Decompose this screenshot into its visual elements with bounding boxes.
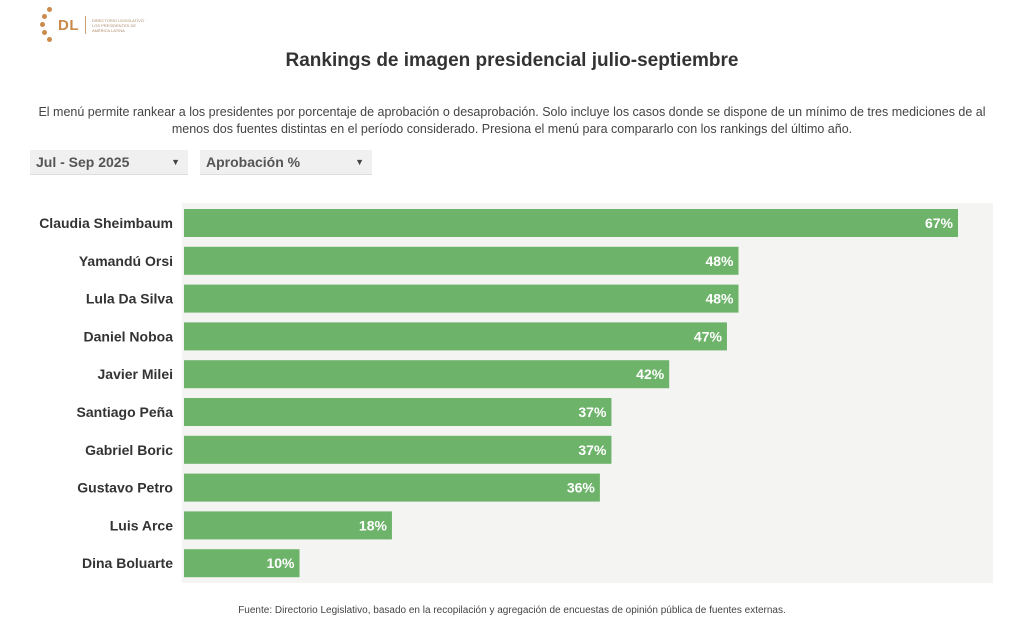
logo-divider bbox=[85, 16, 86, 34]
data-label: 47% bbox=[694, 328, 723, 344]
category-label: Gustavo Petro bbox=[77, 480, 173, 496]
source-footer: Fuente: Directorio Legislativo, basado e… bbox=[238, 605, 786, 616]
data-label: 42% bbox=[636, 366, 665, 382]
logo-dots-icon bbox=[38, 5, 60, 45]
data-label: 37% bbox=[578, 442, 607, 458]
bar[interactable] bbox=[184, 322, 727, 351]
data-label: 10% bbox=[266, 555, 295, 571]
data-label: 48% bbox=[705, 291, 734, 307]
data-label: 36% bbox=[567, 480, 596, 496]
category-label: Claudia Sheimbaum bbox=[39, 215, 173, 231]
metric-dropdown[interactable]: Aprobación % ▼ bbox=[200, 150, 372, 175]
logo-text: DL bbox=[58, 16, 79, 34]
bar[interactable] bbox=[184, 473, 600, 502]
category-label: Daniel Noboa bbox=[84, 328, 174, 344]
bar[interactable] bbox=[184, 360, 670, 389]
category-label: Yamandú Orsi bbox=[79, 253, 173, 269]
logo-subtitle: Directorio Legislativo · Los presidentes… bbox=[92, 17, 147, 33]
category-label: Luis Arce bbox=[110, 517, 173, 533]
category-label: Dina Boluarte bbox=[82, 555, 173, 571]
metric-dropdown-value: Aprobación % bbox=[206, 154, 301, 170]
bar[interactable] bbox=[184, 511, 392, 540]
bar[interactable] bbox=[184, 435, 612, 464]
caret-down-icon: ▼ bbox=[355, 157, 364, 167]
bar[interactable] bbox=[184, 284, 739, 313]
category-label: Gabriel Boric bbox=[85, 442, 173, 458]
period-dropdown[interactable]: Jul - Sep 2025 ▼ bbox=[30, 150, 188, 175]
bar[interactable] bbox=[184, 209, 958, 237]
data-label: 37% bbox=[578, 404, 607, 420]
bar[interactable] bbox=[184, 398, 612, 426]
data-label: 67% bbox=[925, 215, 954, 231]
period-dropdown-value: Jul - Sep 2025 bbox=[36, 154, 130, 170]
data-label: 18% bbox=[359, 517, 388, 533]
category-label: Santiago Peña bbox=[77, 404, 174, 420]
description: El menú permite rankear a los presidente… bbox=[38, 105, 986, 136]
page-title: Rankings de imagen presidencial julio-se… bbox=[285, 50, 739, 71]
bar[interactable] bbox=[184, 549, 300, 578]
category-label: Lula Da Silva bbox=[86, 291, 173, 307]
data-label: 48% bbox=[705, 253, 734, 269]
category-label: Javier Milei bbox=[98, 366, 174, 382]
bar[interactable] bbox=[184, 246, 739, 275]
caret-down-icon: ▼ bbox=[171, 157, 180, 167]
logo: DL Directorio Legislativo · Los presiden… bbox=[38, 4, 152, 46]
